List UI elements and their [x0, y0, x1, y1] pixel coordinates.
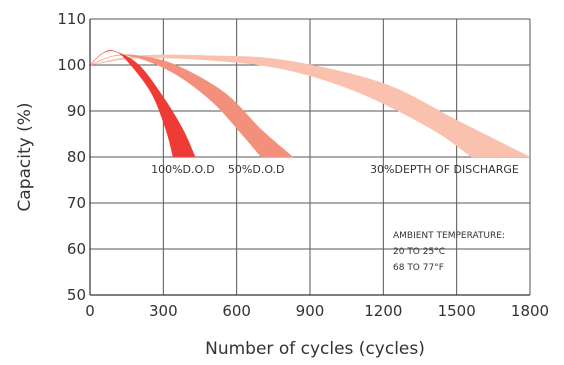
x-tick-label: 0: [85, 302, 95, 320]
y-tick-label: 90: [67, 102, 86, 120]
y-tick-label: 70: [67, 194, 86, 212]
capacity-bands: [89, 50, 531, 158]
band-30-depth-of-discharge: [89, 54, 531, 158]
note-line-3: 68 TO 77°F: [393, 263, 444, 273]
ambient-temperature-note: AMBIENT TEMPERATURE: 20 TO 25°C 68 TO 77…: [393, 231, 505, 273]
x-axis-title: Number of cycles (cycles): [205, 339, 425, 359]
axes: 0 300 600 900 1200 1500 1800 50 60 70 80 90 100 110: [57, 10, 549, 320]
x-tick-label: 900: [296, 302, 325, 320]
note-line-2: 20 TO 25°C: [393, 247, 445, 257]
band-label: 100%D.O.D: [151, 163, 215, 176]
y-tick-label: 60: [67, 240, 86, 258]
x-tick-label: 1200: [364, 302, 402, 320]
y-axis-title: Capacity (%): [15, 102, 35, 211]
band-labels: 100%D.O.D 50%D.O.D 30%DEPTH OF DISCHARGE: [151, 163, 519, 176]
y-tick-label: 50: [67, 286, 86, 304]
y-tick-label: 110: [57, 10, 86, 28]
x-tick-label: 1500: [438, 302, 476, 320]
note-line-1: AMBIENT TEMPERATURE:: [393, 231, 505, 241]
x-tick-label: 600: [222, 302, 251, 320]
x-tick-label: 1800: [511, 302, 549, 320]
band-label: 30%DEPTH OF DISCHARGE: [370, 163, 519, 176]
band-label: 50%D.O.D: [228, 163, 285, 176]
y-tick-label: 100: [57, 56, 86, 74]
x-tick-label: 300: [149, 302, 178, 320]
y-tick-label: 80: [67, 148, 86, 166]
band-100-d-o-d: [89, 50, 196, 158]
band-50-d-o-d: [89, 54, 294, 158]
